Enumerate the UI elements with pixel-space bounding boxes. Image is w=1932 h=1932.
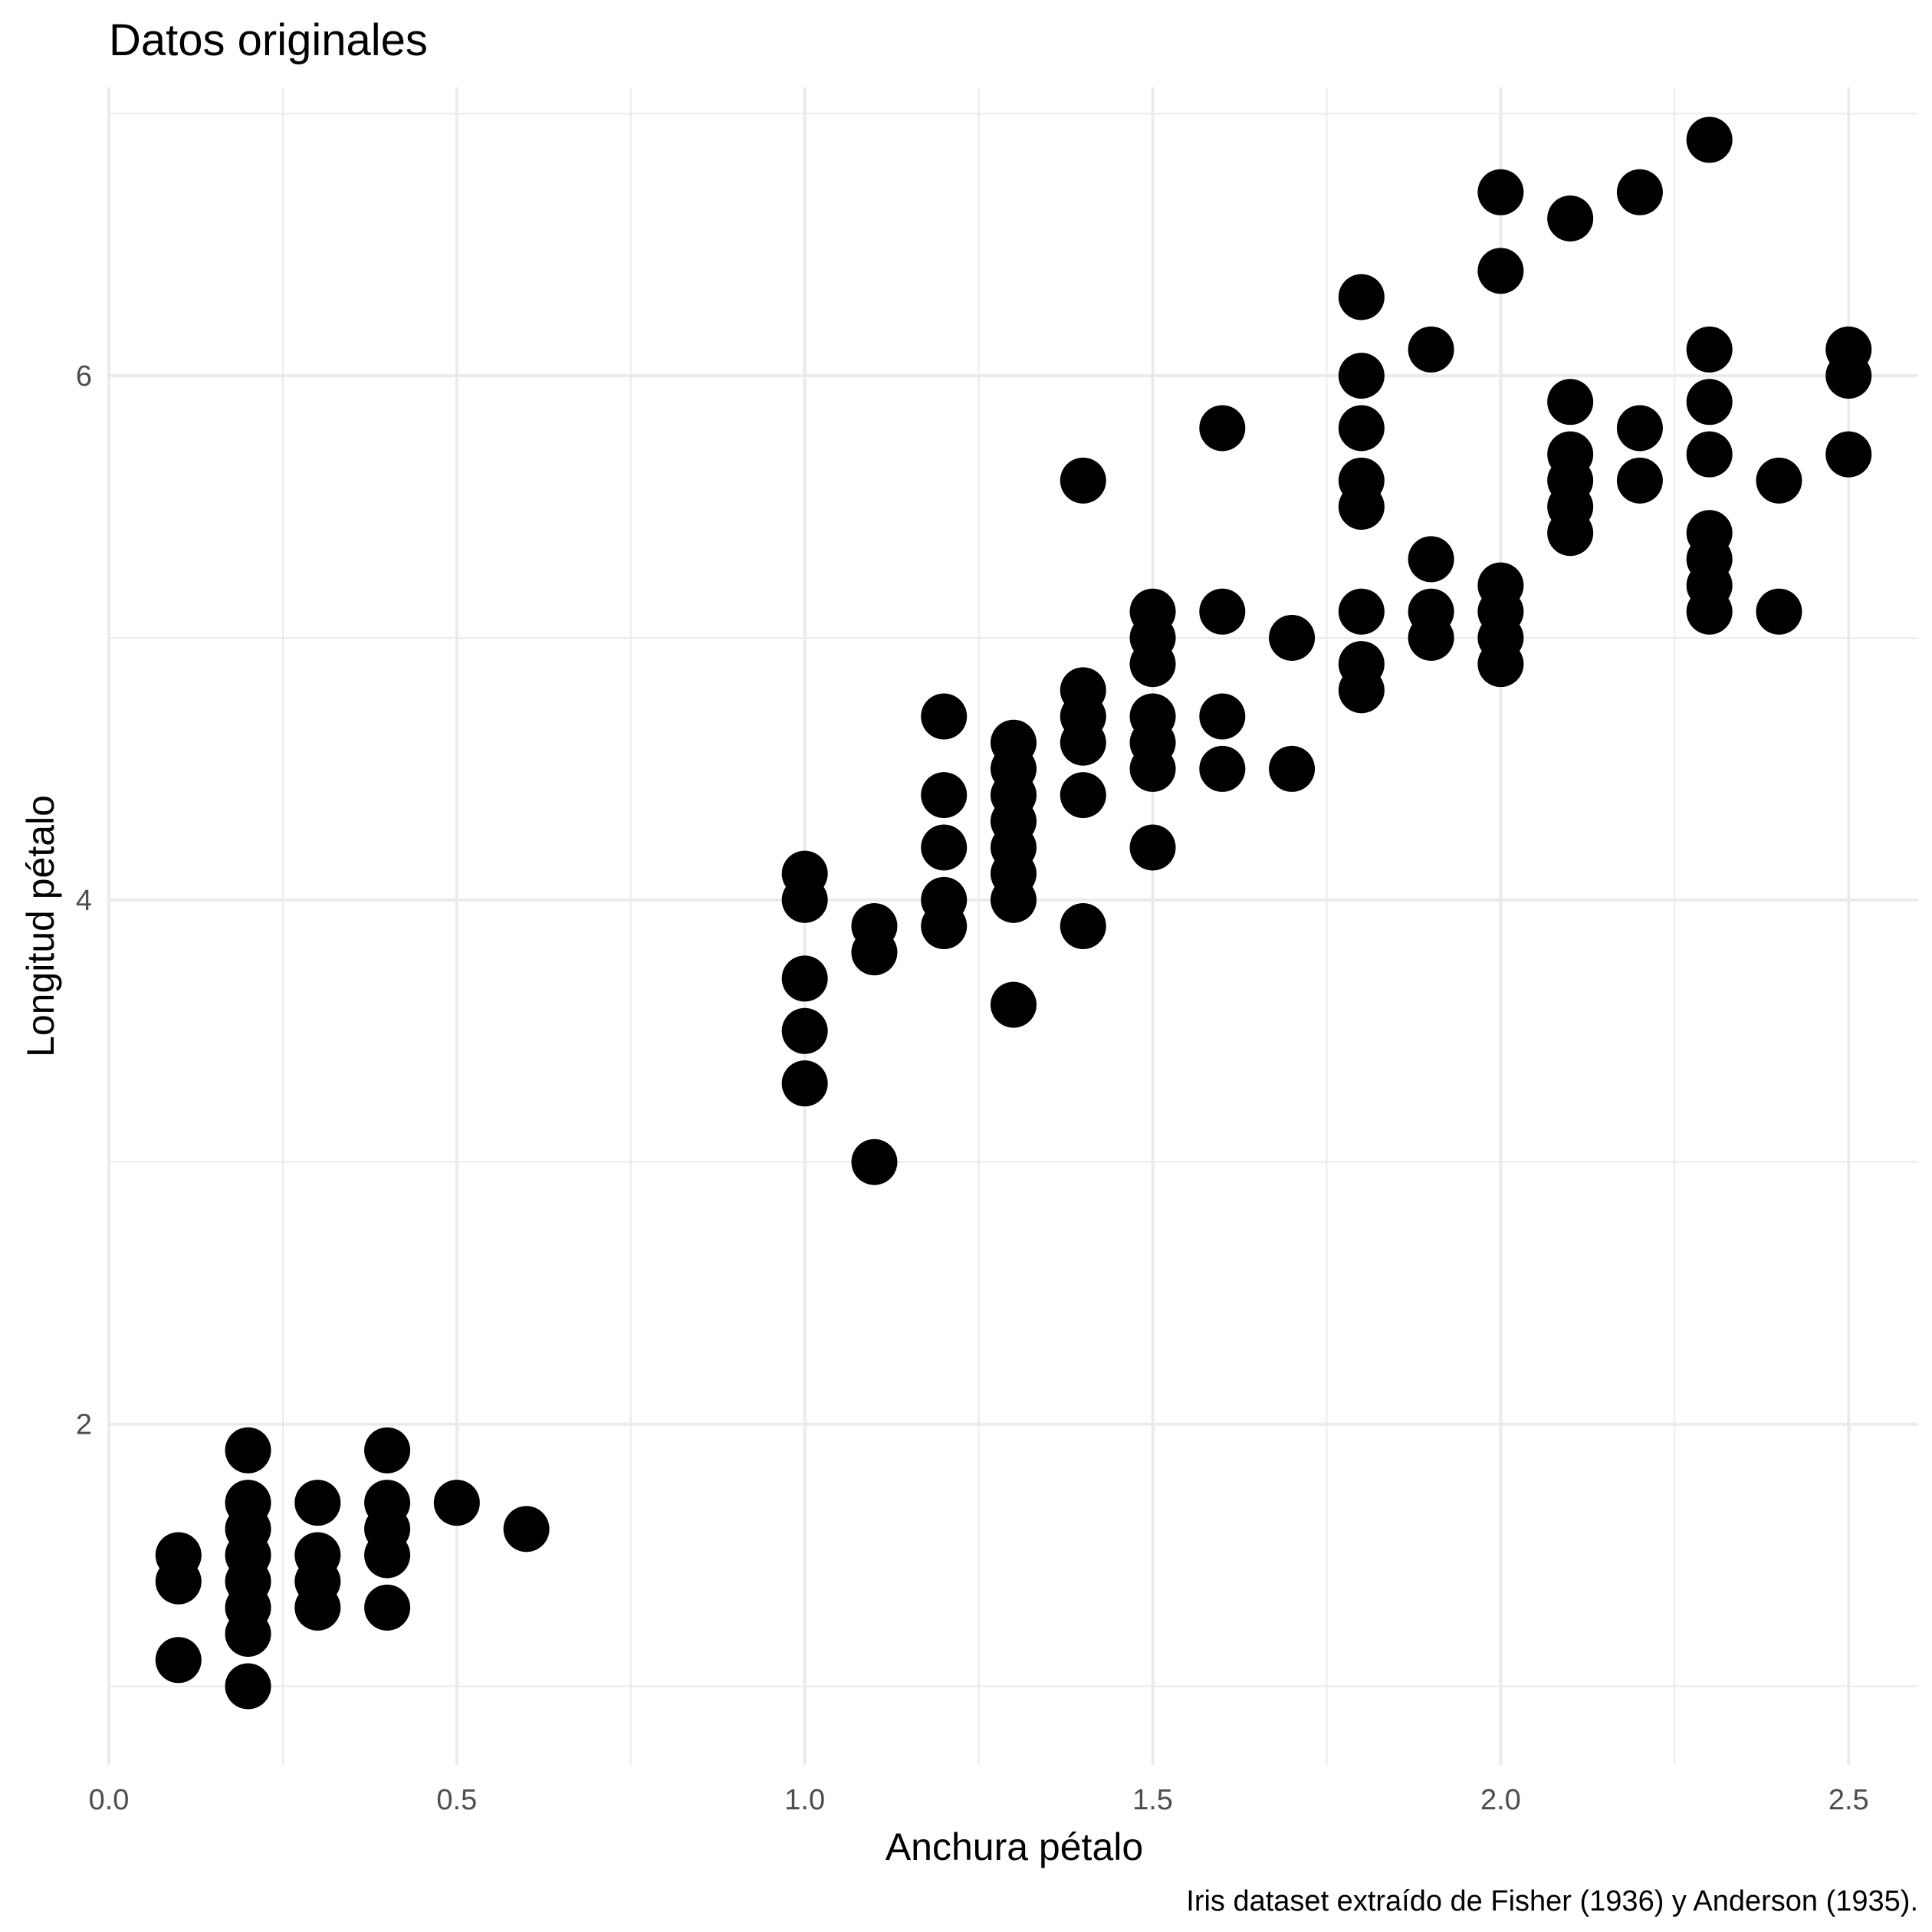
data-point <box>225 1663 271 1710</box>
data-point <box>1616 169 1663 215</box>
data-point <box>1616 457 1663 504</box>
data-point <box>781 955 828 1002</box>
data-point <box>1756 588 1802 635</box>
y-tick-label: 6 <box>76 360 92 393</box>
data-point <box>155 1532 202 1579</box>
data-point <box>1686 326 1733 373</box>
data-point <box>921 693 968 740</box>
data-point <box>1338 588 1385 635</box>
data-point <box>1547 431 1594 478</box>
chart-caption: Iris dataset extraído de Fisher (1936) y… <box>1186 1885 1918 1917</box>
data-point <box>781 1007 828 1054</box>
data-point <box>1199 588 1246 635</box>
data-point <box>1756 457 1802 504</box>
data-point <box>1060 457 1106 504</box>
x-tick-label: 2.5 <box>1829 1784 1869 1816</box>
chart-title: Datos originales <box>109 15 428 65</box>
points-layer <box>155 117 1872 1710</box>
data-point <box>1338 641 1385 688</box>
x-axis-ticks: 0.0 0.5 1.0 1.5 2.0 2.5 <box>89 1784 1869 1816</box>
x-tick-label: 0.0 <box>89 1784 130 1816</box>
data-point <box>364 1427 411 1474</box>
data-point <box>364 1584 411 1631</box>
data-point <box>1686 379 1733 426</box>
data-point <box>851 1138 898 1185</box>
data-point <box>294 1480 341 1526</box>
data-point <box>225 1480 271 1526</box>
data-point <box>1408 588 1454 635</box>
data-point <box>1616 405 1663 452</box>
data-point <box>1825 326 1872 373</box>
data-point <box>1477 248 1524 294</box>
y-axis-title: Longitud pétalo <box>19 795 62 1057</box>
data-point <box>921 824 968 871</box>
x-tick-label: 0.5 <box>436 1784 477 1816</box>
data-point <box>225 1427 271 1474</box>
data-point <box>1060 667 1106 714</box>
y-axis-ticks: 2 4 6 <box>76 360 92 1441</box>
data-point <box>1129 588 1176 635</box>
data-point <box>1338 457 1385 504</box>
data-point <box>851 903 898 949</box>
data-point <box>364 1480 411 1526</box>
data-point <box>921 772 968 819</box>
data-point <box>433 1480 480 1526</box>
data-point <box>1199 745 1246 792</box>
data-point <box>781 850 828 897</box>
data-point <box>1338 405 1385 452</box>
data-point <box>1338 353 1385 399</box>
data-point <box>1547 379 1594 426</box>
data-point <box>1269 745 1316 792</box>
data-point <box>991 719 1037 766</box>
data-point <box>1060 772 1106 819</box>
x-axis-title: Anchura pétalo <box>886 1825 1143 1868</box>
data-point <box>1269 614 1316 661</box>
data-point <box>1547 195 1594 242</box>
data-point <box>1199 693 1246 740</box>
data-point <box>1477 562 1524 609</box>
data-point <box>1686 117 1733 163</box>
data-point <box>1408 536 1454 583</box>
data-point <box>1686 510 1733 557</box>
data-point <box>1477 169 1524 215</box>
data-point <box>1199 405 1246 452</box>
x-tick-label: 1.0 <box>784 1784 825 1816</box>
y-tick-label: 4 <box>76 885 92 917</box>
y-tick-label: 2 <box>76 1409 92 1441</box>
x-tick-label: 1.5 <box>1132 1784 1173 1816</box>
data-point <box>921 876 968 923</box>
x-tick-label: 2.0 <box>1480 1784 1521 1816</box>
data-point <box>155 1637 202 1684</box>
data-point <box>1825 431 1872 478</box>
data-point <box>781 1060 828 1107</box>
data-point <box>1129 693 1176 740</box>
data-point <box>1060 903 1106 949</box>
data-point <box>1338 274 1385 320</box>
data-point <box>294 1532 341 1579</box>
data-point <box>991 981 1037 1028</box>
data-point <box>1686 431 1733 478</box>
data-point <box>1408 326 1454 373</box>
data-point <box>503 1506 550 1552</box>
data-point <box>1129 824 1176 871</box>
